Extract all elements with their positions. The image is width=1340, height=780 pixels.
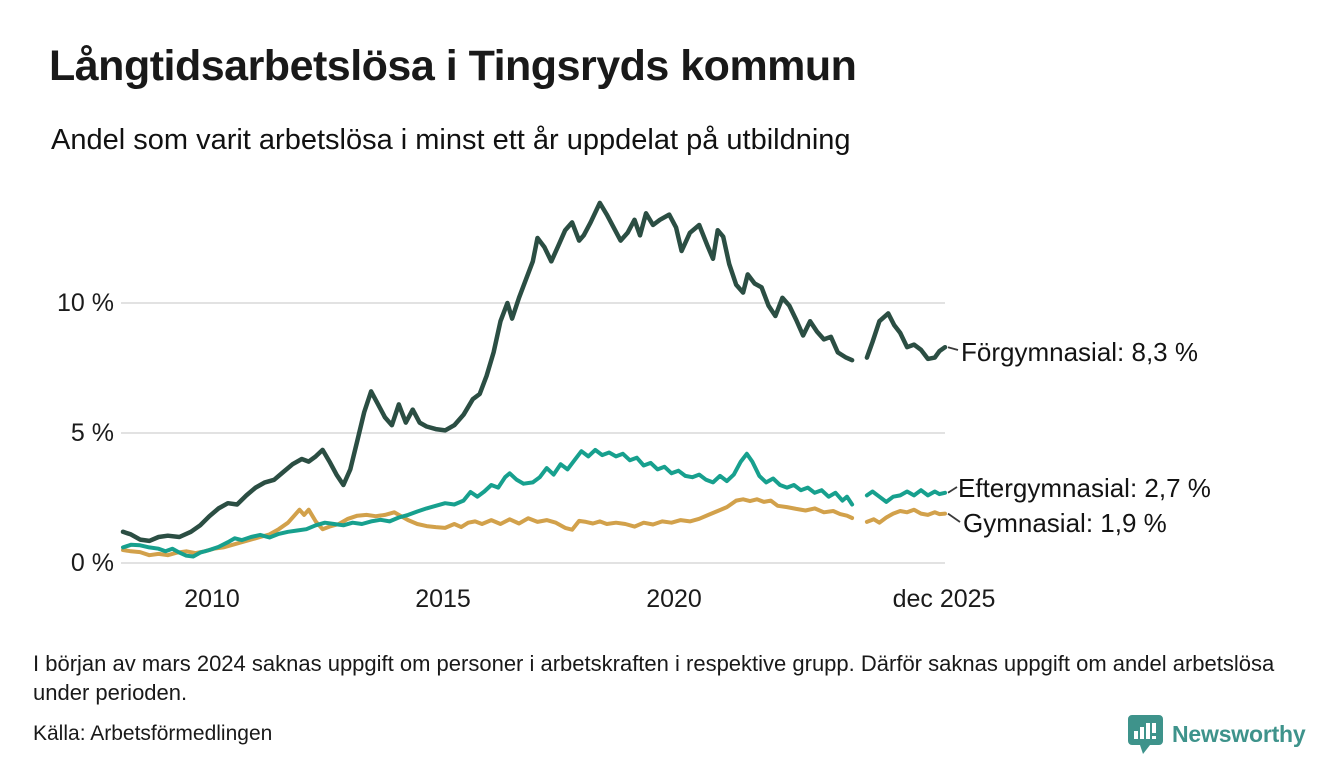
newsworthy-logo-icon: [1128, 715, 1163, 754]
footnote: I början av mars 2024 saknas uppgift om …: [33, 651, 1275, 705]
series-line-gymnasial-seg0: [121, 497, 855, 558]
label-leader-gymnasial: [947, 512, 961, 523]
chart-subtitle: Andel som varit arbetslösa i minst ett å…: [51, 124, 851, 156]
newsworthy-logo-text: Newsworthy: [1172, 720, 1306, 747]
x-tick-2015: 2015: [415, 585, 471, 613]
y-tick-0: 0 %: [70, 549, 114, 577]
source-attribution: Källa: Arbetsförmedlingen: [33, 722, 273, 745]
series-line-eftergymnasial-seg1: [864, 488, 947, 504]
series-line-förgymnasial-seg0: [120, 200, 855, 544]
y-tick-5: 5 %: [70, 419, 114, 447]
y-tick-10: 10 %: [57, 289, 114, 317]
x-tick-dec-2025: dec 2025: [892, 585, 996, 613]
x-tick-2020: 2020: [646, 585, 702, 613]
series-line-förgymnasial-seg1: [864, 311, 948, 362]
series-line-eftergymnasial-seg0: [121, 447, 855, 559]
series-line-gymnasial-seg1: [864, 507, 947, 525]
x-tick-2010: 2010: [184, 585, 240, 613]
newsworthy-logo[interactable]: Newsworthy: [1127, 714, 1306, 754]
label-leader-eftergymnasial: [947, 486, 958, 494]
series-label-forgymnasial: Förgymnasial: 8,3 %: [961, 337, 1198, 367]
series-label-gymnasial: Gymnasial: 1,9 %: [963, 508, 1167, 538]
series-label-eftergymnasial: Eftergymnasial: 2,7 %: [958, 473, 1211, 503]
label-leader-förgymnasial: [947, 346, 959, 351]
page-title: Långtidsarbetslösa i Tingsryds kommun: [49, 42, 857, 90]
